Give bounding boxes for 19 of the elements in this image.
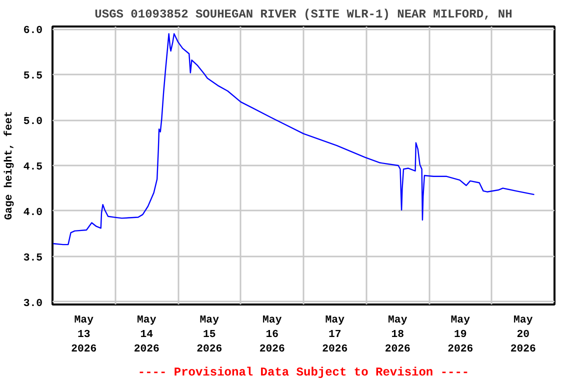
line-series	[52, 33, 535, 246]
x-tick-label: May 19 2026	[448, 314, 474, 356]
y-tick-label: 3.0	[23, 298, 43, 310]
y-tick-label: 5.0	[23, 116, 43, 128]
chart-title: USGS 01093852 SOUHEGAN RIVER (SITE WLR-1) NEAR MILFORD, NH	[94, 8, 512, 22]
x-tick-label: May 14 2026	[134, 314, 160, 356]
x-tick-label: May 18 2026	[384, 314, 410, 356]
y-tick-label: 5.5	[23, 70, 43, 83]
y-tick-label: 4.0	[23, 206, 43, 219]
y-tick-label: 4.5	[23, 162, 43, 174]
y-tick-label: 3.5	[23, 252, 43, 264]
x-tick-label: May 16 2026	[259, 314, 285, 356]
y-tick-label: 6.0	[23, 25, 43, 38]
x-tick-label: May 20 2026	[510, 314, 536, 356]
text: ---- Provisional Data Subject to Revision ----	[138, 366, 470, 380]
x-tick-label: May 17 2026	[322, 314, 348, 356]
y-axis-title: Gage height, feet	[3, 111, 16, 220]
x-tick-label: May 15 2026	[196, 314, 222, 356]
x-tick-label: May 13 2026	[71, 314, 97, 356]
